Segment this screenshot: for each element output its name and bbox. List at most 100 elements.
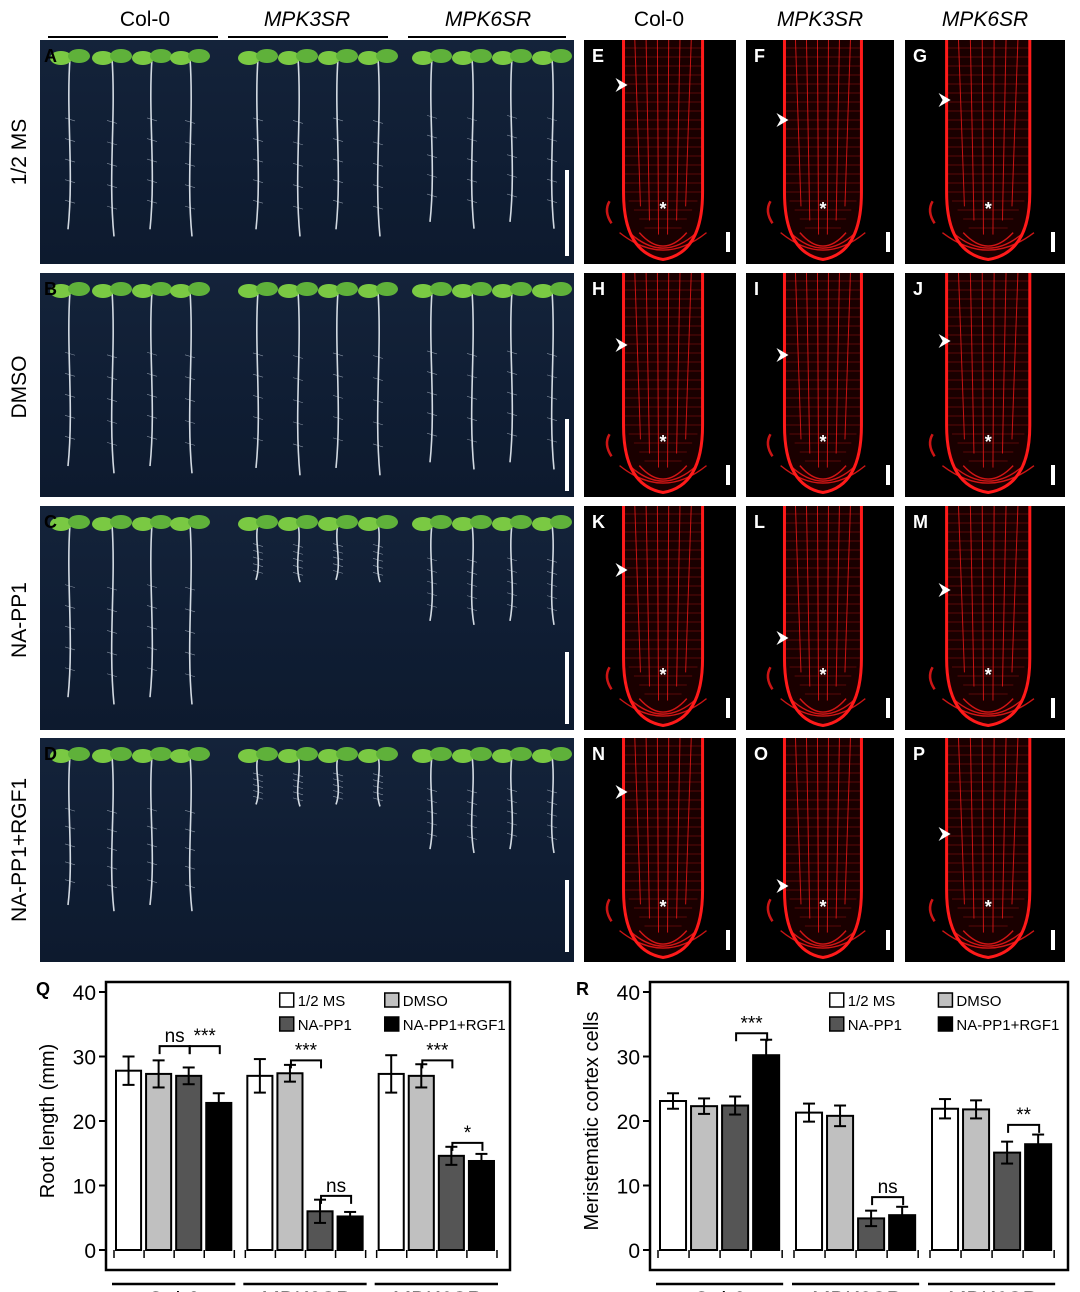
root-hair bbox=[466, 178, 478, 183]
plot-frame bbox=[104, 980, 512, 1272]
root-hair bbox=[372, 141, 384, 146]
root-hair bbox=[146, 625, 158, 630]
cotyledon bbox=[412, 517, 434, 531]
root-cap-layer bbox=[780, 232, 866, 251]
root-hair bbox=[332, 117, 344, 122]
root-cap-layer bbox=[619, 232, 707, 251]
root-hair bbox=[426, 174, 438, 178]
root-hair bbox=[64, 825, 76, 830]
root-hair bbox=[292, 565, 304, 569]
root-hair bbox=[546, 595, 558, 599]
header-rule bbox=[228, 36, 388, 38]
root-hair bbox=[106, 651, 118, 656]
root-hair bbox=[426, 569, 438, 573]
root-hair bbox=[106, 141, 118, 146]
root-cap-layer bbox=[799, 465, 847, 480]
root-outline bbox=[622, 40, 705, 262]
scale-bar bbox=[565, 170, 569, 256]
cotyledon bbox=[510, 49, 532, 63]
root-hair bbox=[64, 646, 76, 651]
cell-file bbox=[685, 273, 692, 440]
cell-file bbox=[1001, 273, 1007, 454]
seedling-panel-a: A bbox=[40, 40, 574, 264]
stem-cell-star: * bbox=[660, 432, 667, 452]
cotyledon bbox=[150, 515, 172, 529]
root bbox=[110, 523, 115, 705]
bar bbox=[407, 1074, 435, 1251]
root-hair bbox=[292, 163, 304, 167]
root-hair bbox=[372, 779, 384, 783]
cell-file bbox=[1001, 506, 1007, 687]
bar bbox=[690, 1105, 719, 1252]
debris bbox=[928, 666, 936, 690]
root-hair bbox=[106, 184, 118, 189]
root-cap-layer bbox=[619, 930, 707, 949]
root-hair bbox=[184, 163, 196, 167]
legend-swatch bbox=[937, 1016, 954, 1032]
root-hair bbox=[426, 821, 438, 826]
scale-bar bbox=[726, 232, 730, 252]
root-hair bbox=[106, 673, 118, 678]
panel-label-b: B bbox=[44, 279, 57, 299]
root-cap-layer bbox=[638, 465, 688, 480]
cell-file bbox=[685, 40, 692, 207]
cotyledon bbox=[110, 282, 132, 296]
cell-file bbox=[676, 40, 681, 221]
scale-bar bbox=[886, 930, 890, 950]
stem-cell-star: * bbox=[985, 897, 992, 917]
root-hair bbox=[506, 592, 518, 597]
root bbox=[67, 57, 72, 230]
root-hair bbox=[332, 138, 344, 142]
cell-file bbox=[805, 738, 811, 919]
panel-label-g: G bbox=[913, 46, 928, 66]
root-cap-layer bbox=[952, 698, 1025, 715]
legend-label: 1/2 MS bbox=[298, 993, 346, 1010]
root-hair bbox=[506, 569, 518, 573]
seedling-panel-d: D bbox=[40, 738, 574, 962]
cell-file bbox=[816, 273, 820, 468]
cotyledon bbox=[318, 749, 340, 763]
panel-label-d: D bbox=[44, 744, 57, 764]
root-tip-drawing: * bbox=[766, 506, 866, 728]
cotyledon bbox=[430, 515, 452, 529]
cell-file bbox=[816, 738, 820, 933]
root-tip-drawing: * bbox=[766, 40, 866, 262]
micro-panel-m: * M bbox=[905, 506, 1065, 730]
cotyledon bbox=[188, 747, 210, 761]
root-hair bbox=[506, 604, 518, 608]
root-hair bbox=[146, 394, 158, 398]
root-hair bbox=[106, 398, 118, 402]
cell-file bbox=[826, 506, 829, 701]
panel-label-l: L bbox=[754, 512, 765, 532]
root-outline bbox=[622, 273, 705, 495]
arrowhead-icon bbox=[938, 334, 951, 348]
root-outline bbox=[622, 738, 705, 960]
root bbox=[67, 755, 72, 906]
micro-col-header-mpk3sr: MPK3SR bbox=[776, 8, 864, 31]
root bbox=[429, 755, 434, 850]
bar bbox=[336, 1215, 364, 1251]
root-hair bbox=[184, 651, 196, 656]
cotyledon bbox=[68, 282, 90, 296]
cotyledon bbox=[92, 284, 114, 298]
bar bbox=[962, 1108, 991, 1252]
root-cap-layer bbox=[962, 232, 1014, 247]
root-hair bbox=[426, 833, 438, 837]
bar bbox=[1024, 1143, 1053, 1251]
root-hair bbox=[332, 549, 344, 554]
root-hair bbox=[292, 205, 304, 210]
debris bbox=[605, 898, 613, 922]
cell-file bbox=[676, 273, 681, 454]
root-hair bbox=[332, 795, 344, 800]
group-label: MPK6SR bbox=[946, 1287, 1037, 1292]
header-rule bbox=[408, 36, 566, 38]
root-cap-layer bbox=[942, 465, 1035, 484]
root-hair bbox=[146, 825, 158, 830]
cell-file bbox=[656, 40, 660, 235]
root-hair bbox=[426, 592, 438, 597]
bar bbox=[115, 1069, 143, 1251]
root-hair bbox=[106, 828, 118, 833]
arrowhead-icon bbox=[938, 827, 951, 841]
root-tip-drawing: * bbox=[928, 273, 1035, 495]
root bbox=[335, 57, 340, 230]
